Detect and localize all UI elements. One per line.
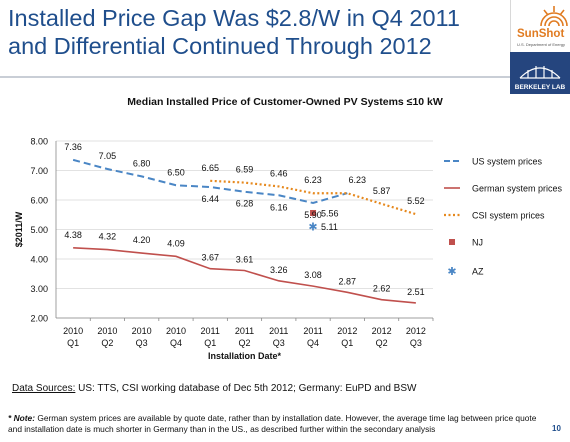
y-tick-label: 8.00 <box>30 137 48 147</box>
x-tick-label-quarter: Q3 <box>273 338 285 348</box>
x-tick-label-year: 2011 <box>201 326 220 336</box>
chart-axes: 2.00 3.00 4.00 5.00 6.00 7.00 8.00 2010 Q1 2010 Q2… <box>14 137 434 361</box>
data-label: 2.51 <box>407 287 425 297</box>
data-label: 3.08 <box>304 270 322 280</box>
x-tick-label-quarter: Q3 <box>410 338 422 348</box>
x-tick-label-quarter: Q1 <box>341 338 353 348</box>
y-tick-label: 2.00 <box>30 314 48 324</box>
berkeley-lab-wordmark: BERKELEY LAB <box>514 84 566 91</box>
slide-title-line-2: and Differential Continued Through 2012 <box>8 33 432 59</box>
az-point-marker: ✱ <box>308 221 317 233</box>
legend-swatch-nj <box>449 239 455 245</box>
x-tick-label-year: 2010 <box>166 326 186 336</box>
chart-title: Median Installed Price of Customer-Owned… <box>127 96 443 108</box>
data-label: 3.61 <box>236 255 254 265</box>
x-tick-label-quarter: Q1 <box>67 338 79 348</box>
data-label: 6.65 <box>201 163 219 173</box>
x-tick-label-year: 2011 <box>235 326 254 336</box>
y-tick-label: 7.00 <box>30 166 48 176</box>
data-label: 6.46 <box>270 168 288 178</box>
data-label: 5.56 <box>321 208 339 218</box>
x-tick-label-quarter: Q3 <box>136 338 148 348</box>
y-tick-label: 4.00 <box>30 255 48 265</box>
slide-title: Installed Price Gap Was $2.8/W in Q4 201… <box>8 4 488 60</box>
data-label: 6.50 <box>167 167 185 177</box>
price-chart: 2.00 3.00 4.00 5.00 6.00 7.00 8.00 2010 Q1 2010 Q2… <box>14 137 563 362</box>
data-label: 4.20 <box>133 235 151 245</box>
y-tick-label: 5.00 <box>30 225 48 235</box>
data-label: 7.05 <box>99 151 117 161</box>
footnote-label: * Note: <box>8 413 35 423</box>
x-tick-label-quarter: Q2 <box>376 338 388 348</box>
data-label: 6.23 <box>304 175 322 185</box>
x-tick-label-year: 2010 <box>132 326 152 336</box>
x-tick-label-year: 2012 <box>337 326 357 336</box>
data-label: 3.67 <box>201 253 219 263</box>
x-tick-label-year: 2012 <box>406 326 426 336</box>
nj-point-marker <box>310 209 317 216</box>
chart-data-labels: 7.36 7.05 6.80 6.50 6.44 6.28 6.16 5.90 4.38 4.32… <box>64 142 424 297</box>
data-sources-text: US: TTS, CSI working database of Dec 5th… <box>75 383 417 394</box>
y-axis-title: $2011/W <box>14 211 24 247</box>
legend-label: CSI system prices <box>472 211 545 221</box>
data-label: 6.59 <box>236 165 254 175</box>
data-label: 5.11 <box>321 222 338 232</box>
data-label: 2.87 <box>339 276 357 286</box>
data-label: 5.52 <box>407 196 425 206</box>
x-tick-label-year: 2012 <box>372 326 392 336</box>
x-tick-label-quarter: Q2 <box>238 338 250 348</box>
slide-title-line-1: Installed Price Gap Was $2.8/W in Q4 201… <box>8 5 460 31</box>
chart-legend: US system prices German system prices CSI … <box>444 157 563 278</box>
legend-label: NJ <box>472 238 483 248</box>
y-tick-label: 3.00 <box>30 284 48 294</box>
data-label: 5.90 <box>304 210 322 220</box>
x-tick-label-year: 2011 <box>269 326 288 336</box>
data-label: 6.28 <box>236 199 254 209</box>
berkeley-lab-logo: BERKELEY LAB <box>510 52 570 94</box>
title-divider <box>0 76 510 78</box>
legend-label: US system prices <box>472 157 543 167</box>
data-label: 4.32 <box>99 232 117 242</box>
data-label: 6.80 <box>133 158 151 168</box>
x-tick-label-quarter: Q1 <box>204 338 216 348</box>
x-tick-label-quarter: Q2 <box>101 338 113 348</box>
x-tick-label-year: 2011 <box>303 326 322 336</box>
legend-label: German system prices <box>472 184 563 194</box>
series-line-german-system-prices <box>73 246 416 304</box>
footnote-text: German system prices are available by qu… <box>8 413 537 434</box>
page-number: 10 <box>552 424 561 433</box>
legend-label: AZ <box>472 267 484 277</box>
sunshot-subtitle: U.S. Department of Energy <box>517 42 566 47</box>
data-label: 5.87 <box>373 186 391 196</box>
data-label: 6.44 <box>201 194 219 204</box>
legend-swatch-az: ✱ <box>447 266 456 278</box>
data-label: 4.09 <box>167 238 185 248</box>
footnote: * Note: German system prices are availab… <box>8 413 548 435</box>
sunshot-wordmark: SunShot <box>517 28 565 40</box>
data-label: 6.23 <box>349 175 367 185</box>
x-tick-label-year: 2010 <box>97 326 117 336</box>
data-sources-label: Data Sources: <box>12 383 76 394</box>
x-tick-label-quarter: Q4 <box>170 338 182 348</box>
data-label: 7.36 <box>64 142 82 152</box>
data-label: 6.16 <box>270 202 288 212</box>
data-sources: Data Sources: US: TTS, CSI working datab… <box>12 383 416 394</box>
data-label: 2.62 <box>373 284 391 294</box>
sunshot-logo: SunShot U.S. Department of Energy <box>510 0 570 52</box>
x-axis-title: Installation Date* <box>208 351 282 361</box>
x-tick-label-year: 2010 <box>63 326 83 336</box>
series-line-csi-system-prices <box>210 179 417 216</box>
berkeley-lab-building-icon <box>519 66 561 79</box>
series-line-us-system-prices <box>72 158 348 204</box>
y-tick-label: 6.00 <box>30 196 48 206</box>
data-label: 3.26 <box>270 265 288 275</box>
chart-series: ✱ <box>72 158 417 304</box>
data-label: 4.38 <box>64 230 82 240</box>
x-tick-label-quarter: Q4 <box>307 338 319 348</box>
sun-icon <box>540 6 568 27</box>
